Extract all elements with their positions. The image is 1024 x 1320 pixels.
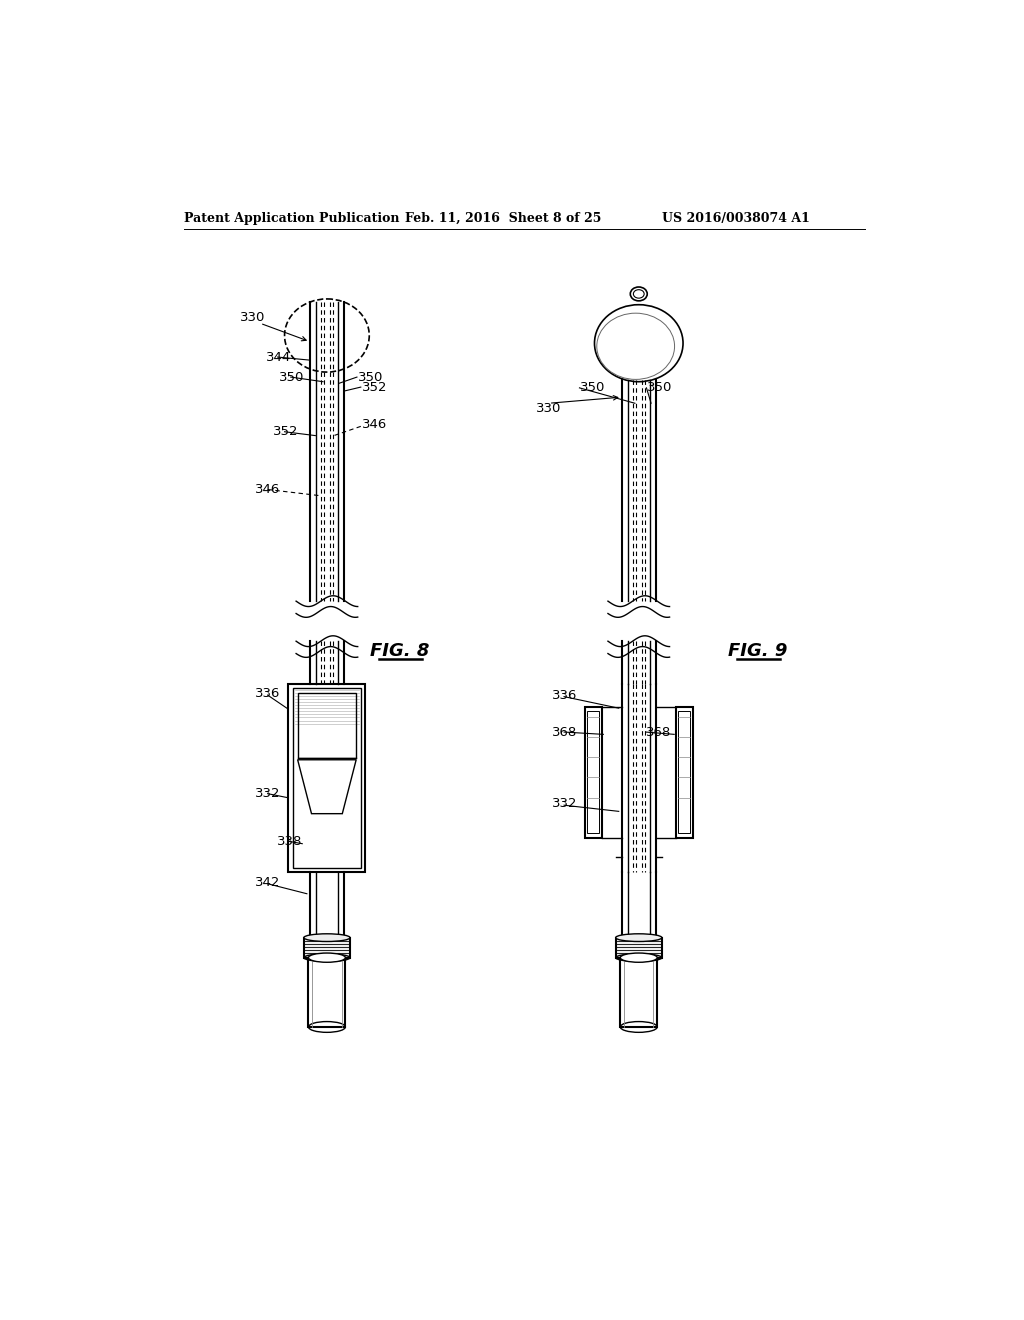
Text: 352: 352 [361,380,387,393]
Text: 342: 342 [255,875,281,888]
Ellipse shape [615,933,662,941]
Bar [293,688,360,867]
Text: 344: 344 [266,351,292,363]
Text: Feb. 11, 2016  Sheet 8 of 25: Feb. 11, 2016 Sheet 8 of 25 [406,213,602,224]
Bar [587,711,599,833]
Bar [615,937,662,958]
Text: US 2016/0038074 A1: US 2016/0038074 A1 [662,213,810,224]
Ellipse shape [631,286,647,301]
Text: 350: 350 [647,381,673,395]
Text: 350: 350 [581,381,605,395]
Text: Patent Application Publication: Patent Application Publication [184,213,400,224]
Text: 332: 332 [255,787,281,800]
Text: 330: 330 [537,403,562,416]
Bar [304,937,350,958]
Text: 350: 350 [357,371,383,384]
Text: 350: 350 [280,371,304,384]
Bar [289,684,366,873]
Ellipse shape [634,289,644,298]
Text: 346: 346 [361,417,387,430]
Bar [298,693,356,758]
Bar [676,706,692,837]
Text: 368: 368 [552,726,577,739]
Text: 336: 336 [255,686,281,700]
Ellipse shape [308,953,345,962]
Ellipse shape [621,953,657,962]
Text: 336: 336 [552,689,578,702]
Text: 330: 330 [240,310,265,323]
Text: FIG. 9: FIG. 9 [728,643,787,660]
Text: 352: 352 [273,425,299,438]
Bar [621,958,657,1027]
Bar [308,958,345,1027]
Text: 338: 338 [276,834,302,847]
Bar [585,706,602,837]
Text: 346: 346 [255,483,281,496]
Text: FIG. 8: FIG. 8 [371,643,430,660]
Bar [678,711,690,833]
Text: 368: 368 [646,726,672,739]
Ellipse shape [304,933,350,941]
Text: 332: 332 [552,797,578,810]
